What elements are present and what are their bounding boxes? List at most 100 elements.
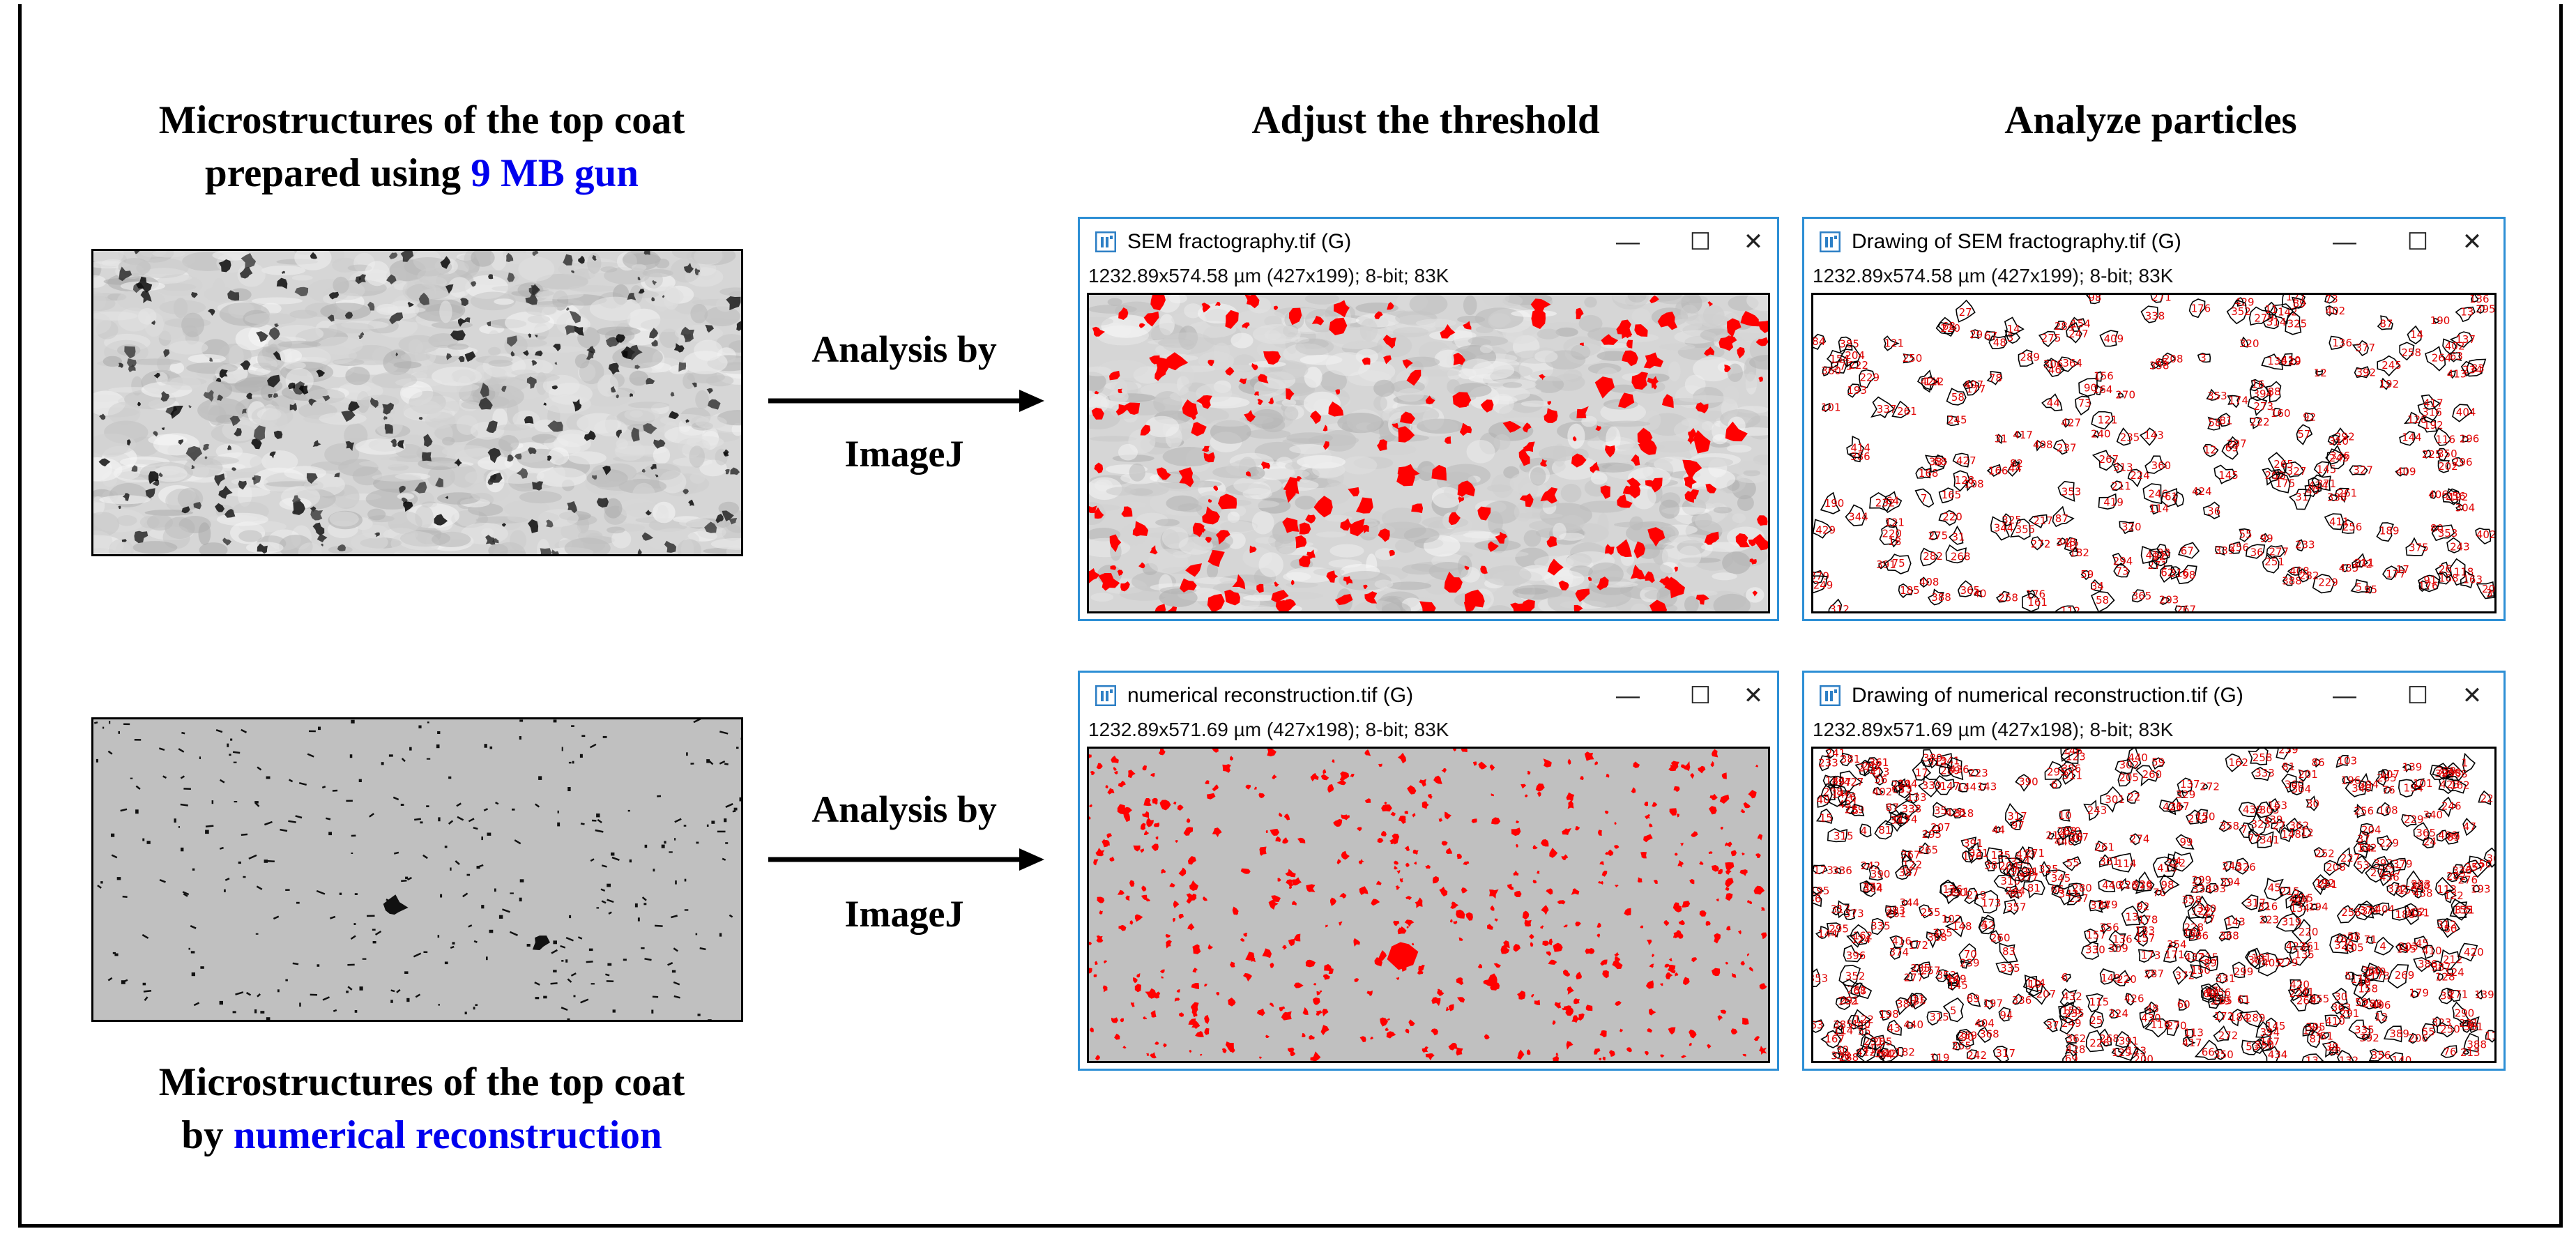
particles-canvas[interactable]: 78 58 277 36 344 256 391 365 245 190 337 261 375 229 1… (1811, 293, 2497, 613)
svg-text:336: 336 (2012, 994, 2032, 1007)
maximize-icon[interactable]: ☐ (2407, 682, 2429, 709)
figure-frame (18, 4, 2563, 1228)
svg-text:312: 312 (2437, 919, 2457, 931)
svg-text:63: 63 (1813, 1019, 1823, 1032)
svg-text:204: 204 (1845, 349, 1865, 362)
svg-text:43: 43 (1887, 1022, 1900, 1034)
svg-text:215: 215 (2294, 892, 2314, 904)
svg-text:168: 168 (1919, 467, 1939, 480)
minimize-icon[interactable]: — (2333, 229, 2356, 255)
svg-text:47: 47 (2463, 820, 2476, 833)
svg-text:374: 374 (2090, 899, 2110, 912)
svg-text:11: 11 (1912, 993, 1925, 1005)
arrow-top-label-1: Analysis by (811, 328, 997, 370)
svg-text:295: 295 (1829, 923, 1849, 935)
svg-text:261: 261 (1887, 907, 1907, 919)
svg-text:146: 146 (1831, 788, 1852, 800)
svg-text:258: 258 (2253, 751, 2273, 764)
svg-text:113: 113 (2485, 1030, 2494, 1042)
svg-text:242: 242 (1861, 860, 1881, 872)
svg-text:188: 188 (2395, 908, 2416, 921)
svg-text:440: 440 (1851, 1018, 1871, 1030)
svg-text:408: 408 (1919, 576, 1939, 588)
threshold-canvas[interactable] (1087, 293, 1770, 613)
svg-text:318: 318 (1954, 807, 1974, 820)
svg-text:144: 144 (1957, 781, 1977, 793)
svg-text:314: 314 (2266, 316, 2287, 328)
svg-text:225: 225 (2422, 448, 2442, 461)
svg-text:249: 249 (1813, 579, 1833, 591)
svg-text:430: 430 (2141, 1011, 2161, 1024)
close-icon[interactable]: ✕ (2462, 682, 2483, 709)
maximize-icon[interactable]: ☐ (1689, 682, 1712, 709)
svg-text:83: 83 (2002, 945, 2015, 958)
svg-text:61: 61 (2165, 491, 2178, 503)
svg-text:76: 76 (2382, 784, 2395, 796)
svg-text:175: 175 (2276, 478, 2296, 490)
imagej-icon (1820, 685, 1840, 706)
svg-text:150: 150 (2398, 884, 2418, 896)
svg-text:75: 75 (1892, 557, 1905, 570)
minimize-icon[interactable]: — (2333, 682, 2356, 709)
window-titlebar[interactable]: Drawing of numerical reconstruction.tif … (1804, 673, 2503, 719)
svg-text:335: 335 (2354, 1023, 2375, 1036)
svg-text:267: 267 (2176, 603, 2196, 611)
svg-text:64: 64 (1886, 494, 1899, 507)
svg-text:328: 328 (2486, 587, 2494, 599)
svg-text:151: 151 (2410, 906, 2430, 919)
svg-text:350: 350 (2255, 1039, 2275, 1051)
window-num-particles[interactable]: Drawing of numerical reconstruction.tif … (1802, 671, 2506, 1071)
maximize-icon[interactable]: ☐ (1689, 229, 1712, 255)
svg-text:162: 162 (2405, 906, 2425, 918)
window-sem-threshold[interactable]: SEM fractography.tif (G) — ☐ ✕ 1232.89x5… (1078, 217, 1779, 621)
svg-text:67: 67 (1984, 330, 1997, 342)
svg-text:18: 18 (2358, 975, 2371, 988)
svg-text:29: 29 (1969, 328, 1983, 341)
sem-micrograph (91, 249, 743, 556)
svg-text:411: 411 (2146, 549, 2166, 562)
svg-text:325: 325 (1933, 927, 1953, 940)
minimize-icon[interactable]: — (1616, 229, 1640, 255)
svg-text:73: 73 (2078, 397, 2091, 410)
close-icon[interactable]: ✕ (1743, 229, 1764, 255)
svg-text:45: 45 (2268, 881, 2281, 894)
svg-text:194: 194 (2308, 901, 2329, 913)
svg-text:372: 372 (1863, 881, 1883, 894)
svg-text:41: 41 (2301, 986, 2315, 998)
svg-text:114: 114 (2117, 857, 2137, 870)
window-titlebar[interactable]: numerical reconstruction.tif (G) — ☐ ✕ (1080, 673, 1777, 719)
svg-text:27: 27 (2273, 819, 2286, 832)
svg-text:128: 128 (1955, 474, 1975, 487)
svg-text:320: 320 (2239, 337, 2259, 350)
window-titlebar[interactable]: SEM fractography.tif (G) — ☐ ✕ (1080, 219, 1777, 265)
svg-text:362: 362 (2289, 819, 2310, 832)
svg-text:250: 250 (2440, 1023, 2460, 1036)
svg-text:377: 377 (2356, 342, 2376, 354)
svg-text:208: 208 (2163, 353, 2183, 365)
svg-text:317: 317 (2246, 896, 2266, 909)
svg-text:136: 136 (2112, 933, 2133, 945)
svg-text:24: 24 (2423, 835, 2437, 848)
svg-text:12: 12 (2375, 1011, 2388, 1023)
window-sem-particles[interactable]: Drawing of SEM fractography.tif (G) — ☐ … (1802, 217, 2506, 621)
svg-text:272: 272 (2188, 812, 2208, 825)
svg-text:59: 59 (2080, 568, 2094, 581)
svg-text:214: 214 (1891, 779, 1912, 791)
close-icon[interactable]: ✕ (2462, 229, 2483, 255)
svg-text:71: 71 (2364, 933, 2377, 946)
maximize-icon[interactable]: ☐ (2407, 229, 2429, 255)
window-titlebar[interactable]: Drawing of SEM fractography.tif (G) — ☐ … (1804, 219, 2503, 265)
svg-text:167: 167 (2260, 1035, 2280, 1048)
svg-text:128: 128 (2407, 413, 2428, 426)
svg-text:432: 432 (2062, 990, 2082, 1002)
svg-text:267: 267 (2099, 453, 2119, 466)
svg-text:223: 223 (2259, 913, 2280, 926)
svg-text:205: 205 (2119, 772, 2139, 784)
window-num-threshold[interactable]: numerical reconstruction.tif (G) — ☐ ✕ 1… (1078, 671, 1779, 1071)
threshold-canvas[interactable] (1087, 747, 1770, 1063)
svg-text:428: 428 (2066, 1043, 2086, 1055)
close-icon[interactable]: ✕ (1743, 682, 1764, 709)
minimize-icon[interactable]: — (1616, 682, 1640, 709)
column-header-threshold: Adjust the threshold (1251, 98, 1600, 142)
particles-canvas[interactable]: 44 317 302 150 89 242 356 30 326 58 440 374 68 114 212… (1811, 747, 2497, 1063)
